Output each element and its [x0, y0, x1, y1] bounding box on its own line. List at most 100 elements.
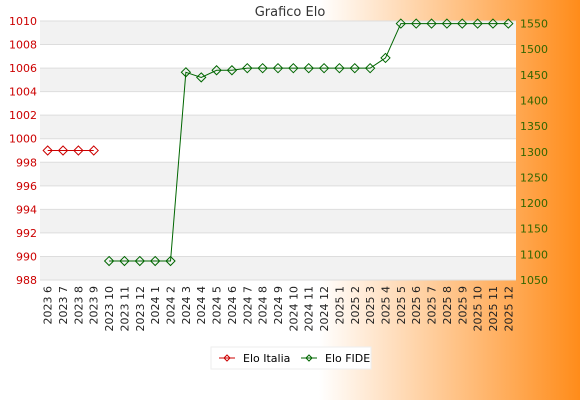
x-axis-tick-label: 2025 10: [472, 286, 485, 332]
data-point: [57, 145, 69, 156]
x-axis-tick-label: 2025 12: [502, 286, 515, 332]
grid-band: [40, 68, 516, 92]
x-axis-tick-label: 2025 6: [410, 286, 423, 325]
x-axis-tick-label: 2024 4: [195, 286, 208, 325]
data-point: [410, 18, 422, 29]
left-axis-tick-label: 996: [16, 180, 37, 193]
data-point: [426, 18, 437, 29]
right-axis-tick-label: 1100: [520, 248, 548, 261]
legend-box: [210, 346, 372, 370]
left-axis-tick-label: 1008: [9, 39, 37, 52]
grid-band: [40, 115, 516, 139]
data-point: [364, 62, 376, 74]
x-axis-tick-label: 2023 6: [42, 286, 55, 325]
right-axis-tick-label: 1300: [520, 146, 548, 159]
x-axis-tick-label: 2023 10: [103, 286, 116, 332]
data-point: [42, 145, 53, 156]
plot-area: [40, 21, 516, 280]
x-axis-tick-label: 2023 8: [72, 286, 85, 325]
x-axis-tick-label: 2023 11: [118, 286, 131, 332]
data-point: [457, 18, 468, 29]
right-axis-tick-label: 1450: [520, 69, 548, 82]
data-point: [487, 18, 499, 29]
x-axis-tick-label: 2024 11: [303, 286, 316, 332]
x-axis-tick-label: 2023 9: [88, 286, 101, 325]
right-axis-tick-label: 1150: [520, 223, 548, 236]
legend: Elo Italia Elo FIDE: [210, 346, 372, 370]
series-layer: [42, 18, 514, 267]
x-axis-tick-label: 2025 11: [487, 286, 500, 332]
x-axis-tick-label: 2023 12: [134, 286, 147, 332]
data-point: [134, 255, 146, 267]
left-axis-tick-label: 990: [16, 250, 37, 263]
data-point: [165, 255, 176, 267]
data-point: [211, 65, 222, 76]
data-point: [180, 67, 192, 78]
right-axis-tick-label: 1550: [520, 18, 548, 31]
x-axis-tick-label: 2024 6: [226, 286, 239, 325]
grid-band: [40, 209, 516, 233]
x-axis-tick-label: 2024 12: [318, 286, 331, 332]
data-point: [349, 62, 360, 74]
left-axis-tick-label: 1000: [9, 133, 37, 146]
x-axis-tick-label: 2024 2: [165, 286, 178, 325]
right-axis-tick-label: 1400: [520, 94, 548, 107]
data-point: [288, 62, 299, 74]
data-point: [242, 62, 253, 74]
data-point: [73, 145, 84, 156]
data-point: [334, 62, 345, 74]
grid-band: [40, 162, 516, 186]
data-point: [119, 255, 130, 267]
legend-marker: [223, 354, 231, 362]
data-point: [303, 62, 314, 74]
x-axis-tick-label: 2024 3: [180, 286, 193, 325]
x-axis-tick-label: 2025 2: [349, 286, 362, 325]
left-axis-tick-label: 992: [16, 227, 37, 240]
x-axis-tick-label: 2025 8: [441, 286, 454, 325]
x-axis-tick-label: 2024 7: [241, 286, 254, 325]
left-axis-tick-label: 1002: [9, 109, 37, 122]
data-point: [257, 62, 268, 74]
data-point: [503, 18, 514, 29]
legend-label: Elo Italia: [243, 352, 290, 365]
left-axis-tick-label: 994: [16, 203, 37, 216]
right-axis-tick-label: 1050: [520, 274, 548, 287]
data-point: [88, 145, 99, 156]
legend-label: Elo FIDE: [325, 352, 370, 365]
left-axis-tick-label: 1010: [9, 15, 37, 28]
x-axis-tick-label: 2024 5: [211, 286, 224, 325]
right-axis-tick-label: 1200: [520, 197, 548, 210]
right-axis-tick-label: 1250: [520, 171, 548, 184]
data-point: [196, 72, 207, 83]
x-axis-tick-label: 2025 3: [364, 286, 377, 325]
right-axis-tick-label: 1350: [520, 120, 548, 133]
grid-band: [40, 21, 516, 45]
x-axis-tick-label: 2024 8: [257, 286, 270, 325]
left-axis-tick-label: 1004: [9, 86, 37, 99]
data-point: [272, 62, 284, 74]
data-point: [441, 18, 453, 29]
left-axis-tick-label: 1006: [9, 62, 37, 75]
data-point: [318, 62, 330, 74]
x-axis-tick-label: 2025 5: [395, 286, 408, 325]
grid-layer: [40, 20, 516, 281]
x-axis-tick-label: 2024 1: [149, 286, 162, 325]
axis-layer: 988 990 992 994 996 998 1000 1002 1004 1006 1008 10…: [9, 15, 548, 332]
x-axis-tick-label: 2025 4: [379, 286, 392, 325]
data-point: [380, 52, 391, 64]
data-point: [149, 255, 161, 267]
x-axis-tick-label: 2023 7: [57, 286, 70, 325]
data-point: [472, 18, 483, 29]
left-axis-tick-label: 988: [16, 274, 37, 287]
right-axis-tick-label: 1500: [520, 43, 548, 56]
x-axis-tick-label: 2024 10: [287, 286, 300, 332]
data-point: [226, 65, 238, 76]
x-axis-tick-label: 2025 1: [333, 286, 346, 325]
x-axis-tick-label: 2025 9: [456, 286, 469, 325]
data-point: [395, 18, 407, 29]
x-axis-tick-label: 2025 7: [426, 286, 439, 325]
data-point: [103, 255, 115, 267]
x-axis-tick-label: 2024 9: [272, 286, 285, 325]
